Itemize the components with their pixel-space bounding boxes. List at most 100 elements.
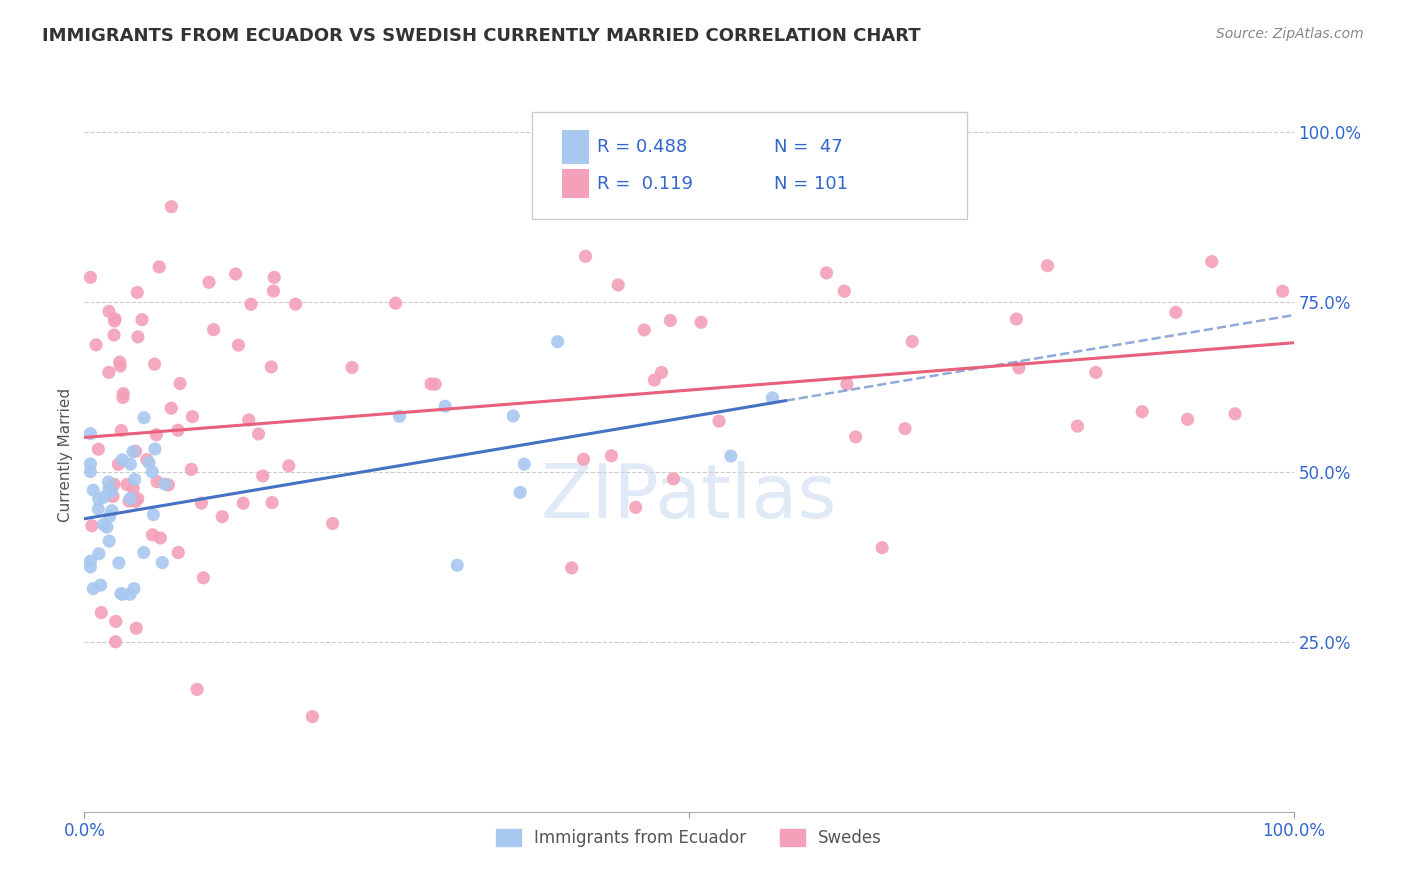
Point	[633, 323, 655, 337]
Point	[1066, 419, 1088, 434]
Point	[132, 545, 155, 559]
Point	[146, 475, 169, 489]
Point	[104, 615, 127, 629]
Point	[82, 483, 104, 498]
Point	[262, 495, 284, 509]
Point	[124, 472, 146, 486]
Point	[115, 477, 138, 491]
Point	[388, 409, 411, 424]
Point	[103, 477, 125, 491]
Bar	[562, 169, 589, 198]
Point	[110, 424, 132, 438]
Point	[1201, 254, 1223, 268]
Point	[832, 284, 855, 298]
Point	[384, 296, 406, 310]
Point	[1005, 312, 1028, 326]
Point	[103, 328, 125, 343]
Point	[124, 494, 146, 508]
Point	[720, 449, 742, 463]
Point	[118, 494, 141, 508]
Y-axis label: Currently Married: Currently Married	[58, 388, 73, 522]
Point	[104, 312, 127, 326]
Point	[120, 491, 142, 506]
Point	[228, 338, 250, 352]
Point	[1164, 305, 1187, 319]
Point	[662, 472, 685, 486]
Point	[138, 456, 160, 470]
Point	[120, 457, 142, 471]
Point	[1271, 285, 1294, 299]
Point	[252, 469, 274, 483]
Point	[148, 260, 170, 274]
Point	[111, 453, 134, 467]
Point	[79, 560, 101, 574]
Point	[90, 606, 112, 620]
Point	[104, 635, 127, 649]
Point	[870, 541, 893, 555]
Point	[1130, 405, 1153, 419]
Point	[108, 359, 131, 373]
Point	[87, 442, 110, 457]
Point	[157, 478, 180, 492]
Point	[100, 484, 122, 499]
Point	[82, 582, 104, 596]
Point	[108, 556, 131, 570]
Point	[122, 482, 145, 496]
Point	[423, 377, 446, 392]
Point	[260, 359, 283, 374]
Point	[167, 545, 190, 559]
Point	[901, 334, 924, 349]
Point	[186, 682, 208, 697]
Bar	[562, 130, 589, 164]
Legend: Immigrants from Ecuador, Swedes: Immigrants from Ecuador, Swedes	[489, 822, 889, 854]
Point	[193, 571, 215, 585]
Point	[238, 413, 260, 427]
Point	[97, 475, 120, 489]
Point	[122, 582, 145, 596]
Point	[509, 485, 531, 500]
Point	[690, 315, 713, 329]
Point	[239, 297, 262, 311]
Point	[894, 422, 917, 436]
Point	[561, 561, 583, 575]
Point	[301, 709, 323, 723]
Point	[101, 504, 124, 518]
Point	[607, 277, 630, 292]
Point	[127, 491, 149, 506]
Point	[232, 496, 254, 510]
Point	[87, 547, 110, 561]
Point	[262, 284, 284, 298]
Point	[1036, 259, 1059, 273]
Point	[434, 399, 457, 413]
Point	[79, 457, 101, 471]
Point	[97, 365, 120, 379]
Point	[211, 509, 233, 524]
Point	[150, 556, 173, 570]
Point	[124, 444, 146, 458]
Point	[93, 517, 115, 532]
Point	[87, 492, 110, 507]
Point	[322, 516, 344, 531]
Point	[225, 267, 247, 281]
Point	[90, 578, 112, 592]
Point	[761, 391, 783, 405]
Point	[93, 490, 115, 504]
Point	[97, 482, 120, 496]
Text: Source: ZipAtlas.com: Source: ZipAtlas.com	[1216, 27, 1364, 41]
Point	[420, 376, 443, 391]
Point	[149, 531, 172, 545]
Point	[513, 457, 536, 471]
Point	[1084, 366, 1107, 380]
Point	[659, 313, 682, 327]
Point	[835, 376, 858, 391]
Point	[624, 500, 647, 515]
Text: R =  0.119: R = 0.119	[598, 175, 693, 193]
Point	[111, 391, 134, 405]
Point	[143, 357, 166, 371]
Point	[96, 520, 118, 534]
Point	[446, 558, 468, 573]
Point	[340, 360, 363, 375]
Point	[79, 270, 101, 285]
Point	[143, 442, 166, 456]
Point	[107, 458, 129, 472]
